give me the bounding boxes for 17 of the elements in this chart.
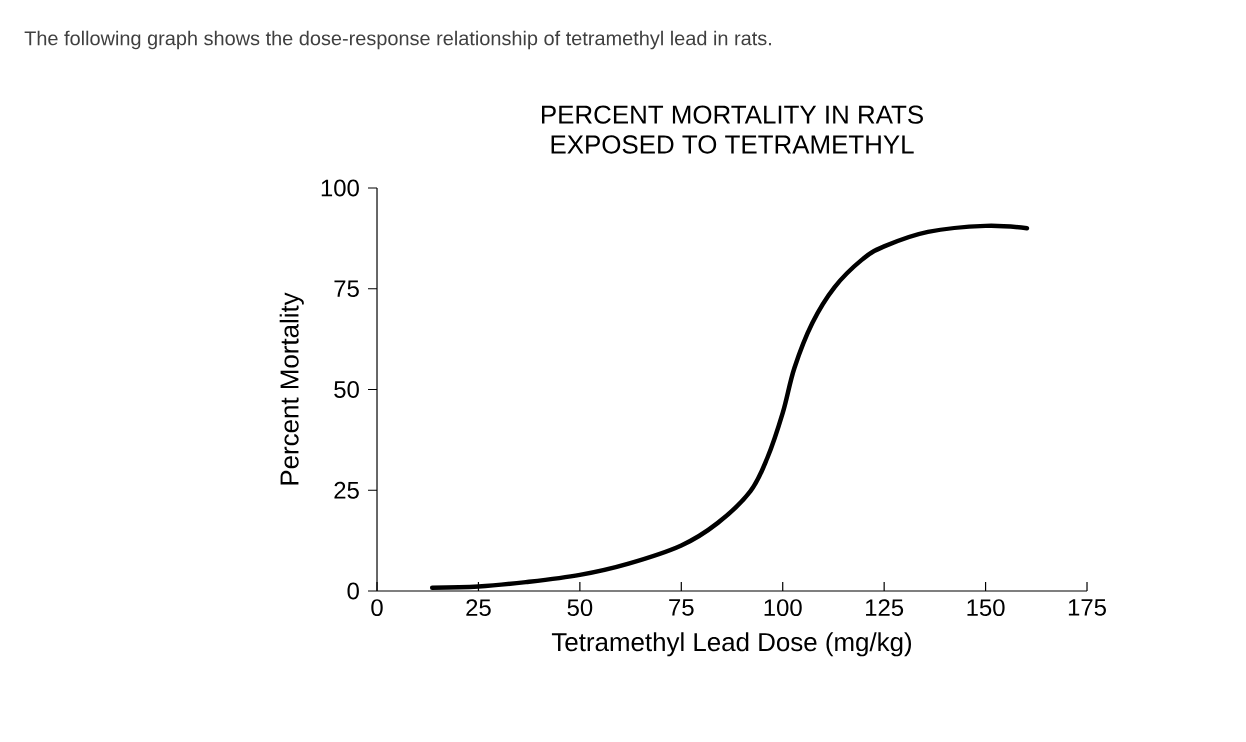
x-tick-label: 0 [371, 599, 383, 617]
x-tick-label: 50 [567, 599, 593, 617]
y-tick-label: 50 [334, 381, 359, 398]
x-tick-label: 25 [466, 599, 491, 617]
y-tick-label: 75 [334, 280, 359, 298]
chart-title: PERCENT MORTALITY IN RATS EXPOSED TO TETRAMETHYL [542, 105, 923, 154]
x-axis-title: Tetramethyl Lead Dose (mg/kg) [551, 632, 912, 657]
y-tick-label: 25 [334, 481, 359, 499]
text: The following graph shows the dose-response relationship of tetramethyl lead in rats. [24, 30, 771, 50]
x-tick-label: 75 [669, 599, 694, 616]
x-tick-label: 175 [1068, 599, 1106, 616]
y-axis-title: Percent Mortality [279, 292, 304, 485]
y-tick-label: 100 [321, 179, 359, 197]
x-tick-label: 125 [866, 599, 904, 617]
x-tick-label: 150 [967, 599, 1005, 617]
x-tick-label: 100 [764, 599, 802, 617]
y-tick-label: 0 [347, 582, 359, 600]
